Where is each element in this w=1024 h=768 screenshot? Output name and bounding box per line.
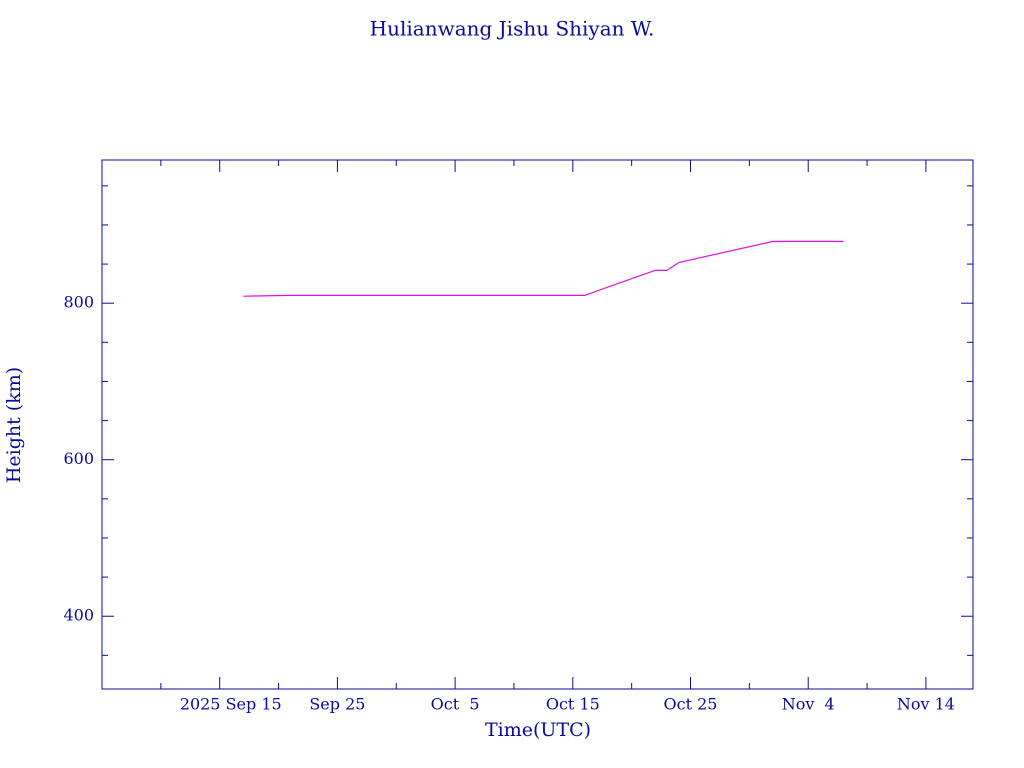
x-tick-label: Oct 25 (664, 695, 718, 714)
x-tick-label: Nov 14 (897, 695, 955, 714)
y-tick-label: 800 (63, 293, 94, 312)
plot-frame (101, 159, 974, 690)
x-tick-label: Oct 5 (431, 695, 480, 714)
x-axis-label: Time(UTC) (485, 719, 591, 741)
x-tick-label: Nov 4 (782, 695, 835, 714)
y-tick-label: 600 (63, 449, 94, 468)
x-tick-label: 2025 Sep 15 (180, 695, 282, 714)
data-line (243, 240, 844, 297)
x-tick-label: Oct 15 (546, 695, 600, 714)
y-axis-label: Height (km) (3, 367, 25, 483)
y-tick-label: 400 (63, 606, 94, 625)
x-tick-label: Sep 25 (309, 695, 365, 714)
chart-title: Hulianwang Jishu Shiyan W. (370, 17, 655, 41)
